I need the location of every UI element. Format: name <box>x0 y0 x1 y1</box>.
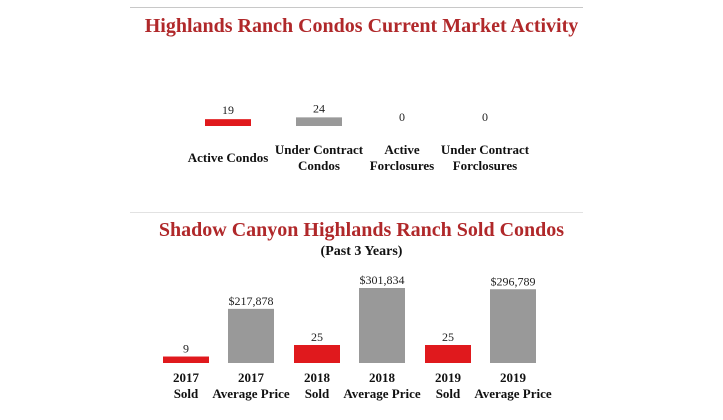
market-bar <box>296 117 342 126</box>
sold-category-label: Average Price <box>474 386 552 401</box>
avg-price-bar <box>228 308 274 363</box>
sold-category-label: 2018 <box>369 370 396 385</box>
market-bar-value: 24 <box>313 101 325 115</box>
sold-bar-value: $301,834 <box>360 273 405 287</box>
sold-category-label: 2017 <box>173 370 200 385</box>
chart2-subtitle: (Past 3 Years) <box>320 244 403 259</box>
market-category-label: Forclosures <box>453 158 518 173</box>
market-category-label: Under Contract <box>441 142 530 157</box>
top-divider <box>130 7 583 8</box>
market-bar-value: 19 <box>222 103 234 117</box>
market-bar <box>205 119 251 126</box>
sold-category-label: Sold <box>305 386 330 401</box>
market-bar-value: 0 <box>399 110 405 124</box>
market-category-label: Forclosures <box>370 158 435 173</box>
sold-bar-value: 25 <box>311 330 323 344</box>
sold-count-bar <box>163 356 209 363</box>
market-category-label: Active Condos <box>188 150 269 165</box>
market-category-label: Active <box>384 142 420 157</box>
avg-price-bar <box>359 288 405 363</box>
market-category-label: Under Contract <box>275 142 364 157</box>
avg-price-bar <box>490 289 536 363</box>
sold-category-label: 2017 <box>238 370 265 385</box>
sold-category-label: 2018 <box>304 370 331 385</box>
market-bar-value: 0 <box>482 110 488 124</box>
sold-category-label: 2019 <box>435 370 462 385</box>
chart2-title: Shadow Canyon Highlands Ranch Sold Condo… <box>158 219 565 241</box>
sold-count-bar <box>425 345 471 363</box>
chart1-title: Highlands Ranch Condos Current Market Ac… <box>144 15 579 37</box>
sold-bar-value: 25 <box>442 330 454 344</box>
market-category-label: Condos <box>298 158 340 173</box>
sold-bar-value: 9 <box>183 342 189 356</box>
sold-bar-value: $217,878 <box>229 294 274 308</box>
sold-bar-value: $296,789 <box>491 274 536 288</box>
sold-category-label: Average Price <box>343 386 421 401</box>
sold-count-bar <box>294 345 340 363</box>
sold-category-label: Sold <box>174 386 199 401</box>
sold-category-label: Average Price <box>212 386 290 401</box>
middle-divider <box>130 212 583 213</box>
sold-category-label: 2019 <box>500 370 527 385</box>
sold-category-label: Sold <box>436 386 461 401</box>
